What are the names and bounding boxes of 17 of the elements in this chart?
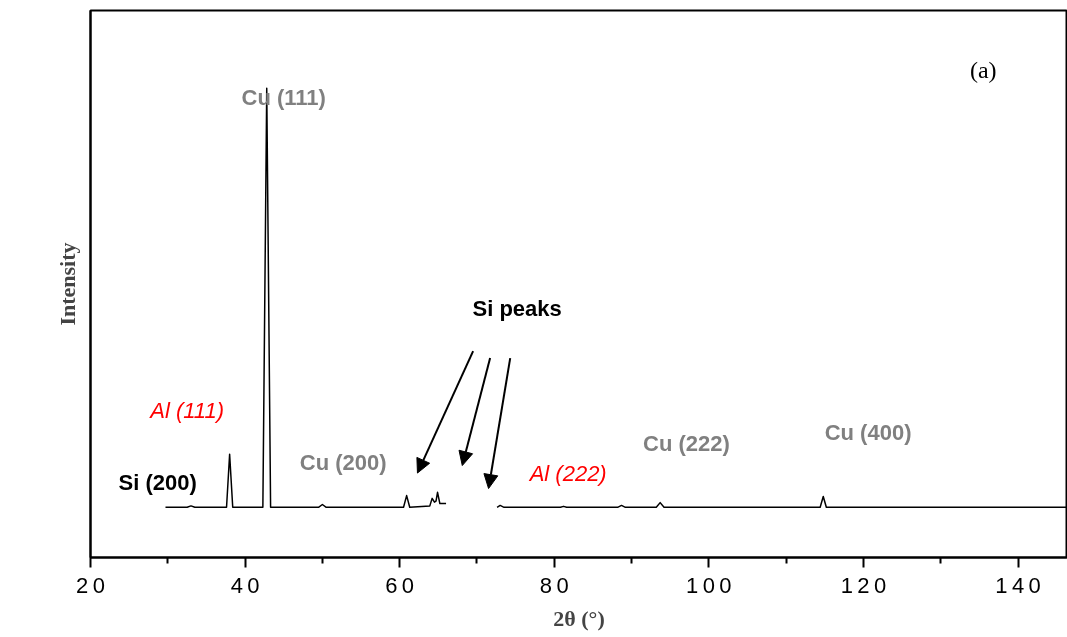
- annotation: Si (200): [118, 469, 197, 495]
- annotation: Cu (400): [824, 419, 912, 445]
- annotation: Si peaks: [472, 296, 562, 322]
- x-tick-label: 8 0: [539, 572, 569, 598]
- x-tick-label: 1 2 0: [840, 572, 887, 598]
- x-tick-label: 1 0 0: [686, 572, 732, 598]
- annotation: Al (222): [527, 461, 607, 487]
- text: (a): [969, 56, 997, 83]
- x-tick-label: 4 0: [230, 572, 260, 598]
- annotation: Al (111): [148, 398, 225, 424]
- annotation: Cu (200): [299, 449, 387, 475]
- annotation: Cu (222): [643, 431, 730, 456]
- x-axis-title: 2θ (°): [553, 605, 605, 631]
- x-tick-label: 6 0: [385, 572, 415, 598]
- x-tick-label: 2 0: [76, 572, 105, 598]
- y-axis-title: Intensity: [54, 242, 80, 326]
- x-tick-label: 1 4 0: [995, 572, 1041, 598]
